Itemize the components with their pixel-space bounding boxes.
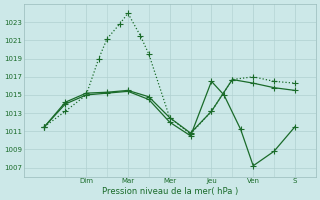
X-axis label: Pression niveau de la mer( hPa ): Pression niveau de la mer( hPa ) — [101, 187, 238, 196]
